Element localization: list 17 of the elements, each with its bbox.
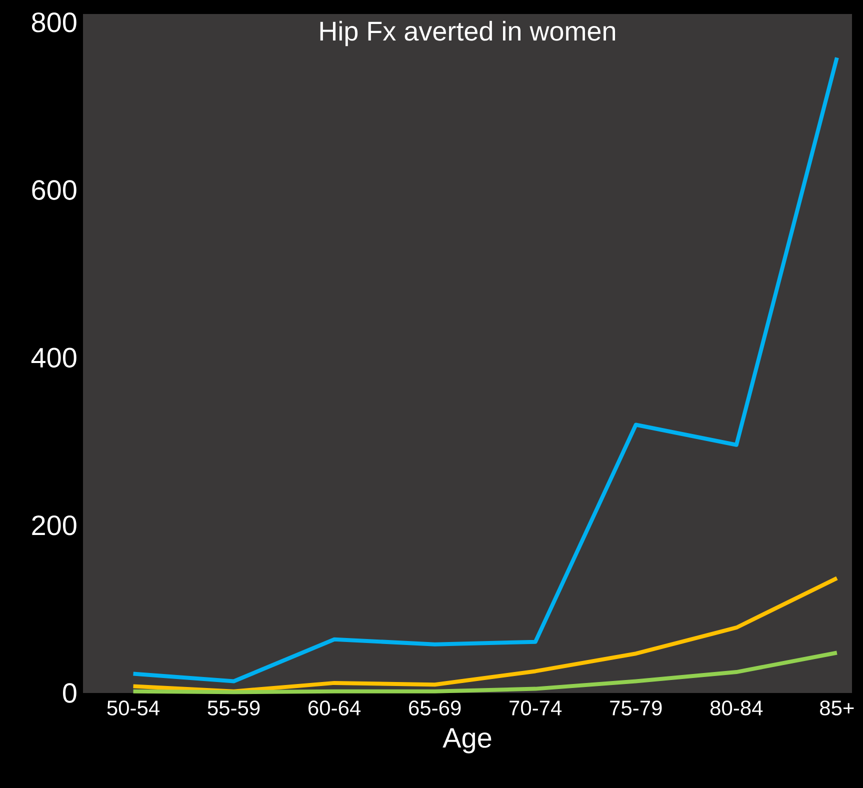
x-tick-label: 60-64 <box>308 700 361 716</box>
x-tick-label: 65-69 <box>409 700 461 716</box>
y-tick-label: 200 <box>32 515 76 536</box>
y-tick-label: 600 <box>32 180 76 200</box>
line-series <box>131 650 839 694</box>
chart-title: Hip Fx averted in women <box>320 20 616 46</box>
x-tick-label: 50-54 <box>107 700 160 716</box>
x-tick-label: 85+ <box>820 700 854 716</box>
y-tick-label: 0 <box>62 683 76 703</box>
y-tick-label: 400 <box>31 348 76 368</box>
x-tick-label: 70-74 <box>510 700 562 716</box>
y-tick-label: 800 <box>32 12 76 32</box>
line-series <box>131 56 839 684</box>
x-tick-label: 75-79 <box>610 700 662 716</box>
x-tick-label: 80-84 <box>710 700 763 716</box>
x-tick-label: 55-59 <box>208 700 260 716</box>
x-axis-title: Age <box>442 728 492 754</box>
